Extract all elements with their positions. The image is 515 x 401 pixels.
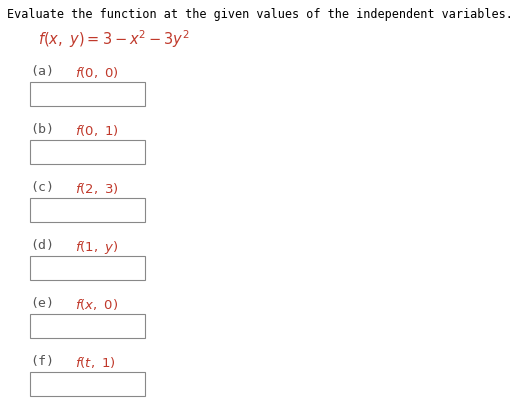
Text: $f(1,\ y)$: $f(1,\ y)$ bbox=[75, 239, 118, 255]
Text: $f(0,\ 0)$: $f(0,\ 0)$ bbox=[75, 65, 119, 80]
Bar bbox=[30, 372, 145, 396]
Bar bbox=[30, 198, 145, 223]
Text: (f): (f) bbox=[30, 354, 54, 367]
Text: $f(2,\ 3)$: $f(2,\ 3)$ bbox=[75, 180, 119, 196]
Text: $f(x,\ y) = 3 - x^2 - 3y^2$: $f(x,\ y) = 3 - x^2 - 3y^2$ bbox=[38, 28, 190, 50]
Text: Evaluate the function at the given values of the independent variables. Simplify: Evaluate the function at the given value… bbox=[7, 8, 515, 21]
Text: (e): (e) bbox=[30, 296, 54, 309]
Bar bbox=[30, 83, 145, 107]
Text: (d): (d) bbox=[30, 239, 54, 251]
Text: $f(t,\ 1)$: $f(t,\ 1)$ bbox=[75, 354, 115, 369]
Text: (b): (b) bbox=[30, 123, 54, 136]
Text: (a): (a) bbox=[30, 65, 54, 78]
Text: $f(x,\ 0)$: $f(x,\ 0)$ bbox=[75, 296, 118, 311]
Bar bbox=[30, 256, 145, 280]
Text: (c): (c) bbox=[30, 180, 54, 194]
Text: $f(0,\ 1)$: $f(0,\ 1)$ bbox=[75, 123, 119, 138]
Bar bbox=[30, 314, 145, 338]
Bar bbox=[30, 141, 145, 164]
